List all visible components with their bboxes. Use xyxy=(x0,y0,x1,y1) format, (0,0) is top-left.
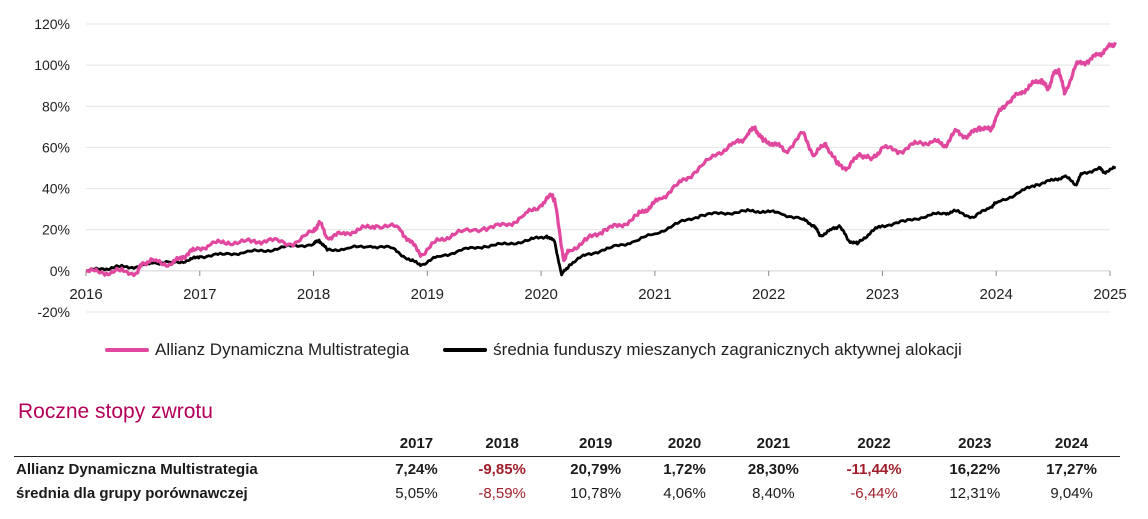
x-axis-ticks: 2016 2017 2018 2019 2020 2021 2022 2023 2024 2025 xyxy=(69,270,1127,303)
table-header-year: 2019 xyxy=(579,435,613,452)
y-tick-label: 120% xyxy=(34,16,70,32)
y-axis-ticks: -20% 0% 20% 40% 60% 80% 100% 120% xyxy=(34,16,70,320)
table-header-year: 2018 xyxy=(485,435,519,452)
y-tick-label: 80% xyxy=(42,98,70,114)
table-cell: -6,44% xyxy=(850,485,898,502)
chart-legend: Allianz Dynamiczna Multistrategia średni… xyxy=(105,340,962,360)
table-cell: 10,78% xyxy=(570,485,622,502)
table-cell: 12,31% xyxy=(949,485,1001,502)
legend-swatch-allianz xyxy=(105,348,149,352)
x-tick-label: 2019 xyxy=(411,286,444,303)
y-tick-label: 20% xyxy=(42,222,70,238)
x-tick-label: 2020 xyxy=(524,286,557,303)
table-header-year: 2023 xyxy=(958,435,992,452)
table-header-blank xyxy=(14,432,376,457)
series-line-allianz xyxy=(85,41,1118,278)
y-tick-label: -20% xyxy=(37,304,70,320)
y-tick-label: 0% xyxy=(50,263,70,279)
table-header-year: 2017 xyxy=(399,435,434,452)
legend-label-allianz: Allianz Dynamiczna Multistrategia xyxy=(155,340,410,359)
legend-item-allianz: Allianz Dynamiczna Multistrategia xyxy=(105,340,409,360)
table-cell: -8,59% xyxy=(478,485,526,502)
table-cell: 5,05% xyxy=(395,485,438,502)
chart-gridlines xyxy=(86,23,1110,313)
annual-returns-table: 2017 2018 2019 2020 2021 2022 2023 2024 … xyxy=(14,432,1120,505)
x-tick-label: 2022 xyxy=(752,286,785,303)
x-tick-label: 2017 xyxy=(183,286,216,303)
table-header-year: 2020 xyxy=(667,435,702,452)
line-chart: -20%0%20%40%60%80%100%120% 2016 2017 2018 2… xyxy=(34,16,1127,320)
table-header-year: 2022 xyxy=(857,435,891,452)
chart-series xyxy=(85,41,1118,278)
table-row: średnia dla grupy porównawczej 5,05% -8,… xyxy=(14,481,1120,505)
table-cell: 8,40% xyxy=(752,485,795,502)
legend-swatch-average xyxy=(443,348,488,352)
table-row-label: Allianz Dynamiczna Multistrategia xyxy=(16,461,258,478)
legend-label-average: średnia funduszy mieszanych zagranicznyc… xyxy=(493,340,962,359)
y-tick-label: 40% xyxy=(42,181,70,197)
series-line-average xyxy=(85,165,1117,277)
x-tick-label: 2024 xyxy=(980,286,1013,303)
table-cell: 1,72% xyxy=(663,461,706,478)
x-tick-label: 2023 xyxy=(866,286,899,303)
table-cell: 28,30% xyxy=(747,461,799,478)
table-row: Allianz Dynamiczna Multistrategia 7,24% … xyxy=(14,457,1120,482)
section-title: Roczne stopy zwrotu xyxy=(18,400,213,423)
table-cell: 17,27% xyxy=(1046,461,1098,478)
y-tick-label: 60% xyxy=(42,139,70,155)
table-cell: 16,22% xyxy=(949,461,1001,478)
legend-item-average: średnia funduszy mieszanych zagranicznyc… xyxy=(443,340,962,360)
table-cell: 7,24% xyxy=(395,461,438,478)
table-cell: 20,79% xyxy=(570,461,622,478)
table-cell: 4,06% xyxy=(663,485,706,502)
table-header-year: 2024 xyxy=(1054,435,1089,452)
x-tick-label: 2016 xyxy=(69,286,102,303)
table-cell: -9,85% xyxy=(478,461,526,478)
table-header-year: 2021 xyxy=(756,435,791,452)
table-cell: -11,44% xyxy=(846,461,902,478)
table-cell: 9,04% xyxy=(1050,485,1093,502)
table-header-row: 2017 2018 2019 2020 2021 2022 2023 2024 xyxy=(14,432,1120,457)
table-row-label: średnia dla grupy porównawczej xyxy=(16,485,248,502)
x-tick-label: 2025 xyxy=(1093,286,1126,303)
x-tick-label: 2021 xyxy=(638,286,671,303)
x-tick-label: 2018 xyxy=(297,286,330,303)
y-tick-label: 100% xyxy=(34,57,70,73)
